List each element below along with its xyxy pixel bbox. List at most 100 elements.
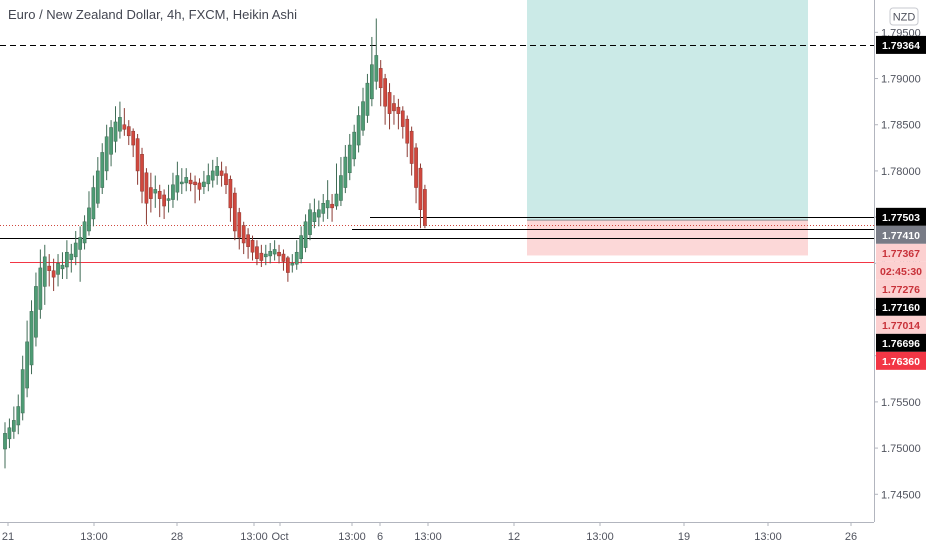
x-tick-label: 13:00	[240, 531, 268, 543]
y-tick-label: 1.75500	[881, 397, 921, 409]
candle	[378, 60, 383, 107]
price-tag: 1.76696	[876, 333, 926, 352]
currency-badge-box	[889, 7, 919, 26]
candle	[184, 168, 189, 192]
price-tag-box	[876, 279, 926, 298]
candle	[325, 180, 330, 219]
candle-body	[175, 175, 180, 193]
candle-body	[131, 130, 136, 146]
candle	[409, 126, 414, 176]
candle-body	[277, 251, 281, 257]
candle	[122, 108, 127, 136]
candle	[232, 187, 237, 241]
candle	[162, 189, 166, 219]
candle	[374, 18, 379, 90]
candle-body	[255, 246, 259, 259]
candle-body	[197, 182, 202, 190]
candle	[277, 244, 281, 264]
target-zone[interactable]	[527, 0, 808, 221]
price-tag-label: 1.77367	[882, 248, 920, 260]
candle-body	[414, 147, 418, 188]
candle-body	[299, 235, 303, 259]
price-tag-label: 1.76360	[882, 356, 920, 368]
candle	[188, 172, 193, 192]
candle	[95, 157, 100, 208]
candle	[179, 168, 184, 195]
candle-body	[370, 64, 374, 100]
candle	[250, 235, 255, 261]
candle-body	[334, 193, 339, 207]
candle-body	[122, 124, 127, 130]
price-tag: 1.77276	[876, 279, 926, 298]
candle-body	[330, 203, 334, 209]
candle	[109, 120, 113, 167]
candle	[255, 240, 259, 266]
price-tag: 1.77503	[876, 207, 926, 226]
candle-body	[423, 189, 427, 226]
y-tick-label: 1.74500	[881, 489, 921, 501]
x-tick-label: 21	[2, 531, 14, 543]
candle-body	[352, 131, 357, 160]
candle-body	[166, 198, 171, 201]
candle-body	[87, 207, 91, 232]
price-tag-box	[876, 333, 926, 352]
candle-body	[418, 167, 423, 210]
candle	[356, 106, 361, 153]
candle	[396, 98, 401, 130]
candle-body	[11, 420, 16, 432]
x-tick-label: 13:00	[80, 531, 108, 543]
candle-body	[268, 251, 273, 257]
candle-body	[34, 286, 38, 338]
position-zones-layer	[527, 0, 808, 256]
countdown-tag: 02:45:30	[876, 261, 926, 280]
candle-body	[95, 170, 100, 204]
candle	[210, 159, 215, 188]
currency-badge-text: NZD	[893, 12, 916, 24]
candle	[263, 244, 268, 266]
candle-body	[303, 221, 308, 248]
candle-body	[308, 209, 312, 235]
candle-body	[29, 311, 34, 366]
candle	[316, 200, 321, 227]
candle-body	[387, 92, 392, 114]
candle	[321, 194, 326, 222]
candle-body	[157, 190, 162, 199]
candle	[206, 163, 211, 192]
candle-body	[56, 263, 60, 275]
price-tag-box	[876, 243, 926, 262]
candle	[126, 120, 131, 146]
countdown-box	[876, 261, 926, 280]
candle	[65, 240, 69, 280]
price-tag: 1.77160	[876, 297, 926, 316]
candle-body	[140, 154, 144, 192]
candle	[387, 83, 392, 130]
candle-body	[20, 369, 25, 414]
candle	[365, 73, 370, 123]
candle	[11, 406, 16, 439]
currency-badge[interactable]: NZD	[889, 7, 919, 26]
price-tag-label: 1.79364	[882, 40, 920, 52]
candle	[290, 254, 295, 273]
candle	[392, 95, 396, 125]
candle-body	[286, 257, 290, 273]
candle	[38, 249, 43, 319]
candle-body	[193, 181, 197, 186]
candle-body	[405, 118, 410, 144]
x-tick-label: 13:00	[338, 531, 366, 543]
candle-body	[69, 253, 74, 260]
candle-body	[188, 179, 193, 185]
candle-body	[294, 251, 299, 265]
candle	[73, 230, 78, 266]
candle-body	[224, 173, 228, 186]
candle-body	[343, 156, 348, 188]
stop-zone[interactable]	[527, 220, 808, 256]
candle-body	[409, 130, 414, 164]
candle-body	[312, 212, 317, 222]
price-tag-box	[876, 207, 926, 226]
candle	[339, 157, 343, 207]
candle	[171, 172, 175, 208]
candle-body	[263, 253, 268, 258]
candle-body	[171, 184, 175, 200]
candle	[60, 252, 65, 280]
